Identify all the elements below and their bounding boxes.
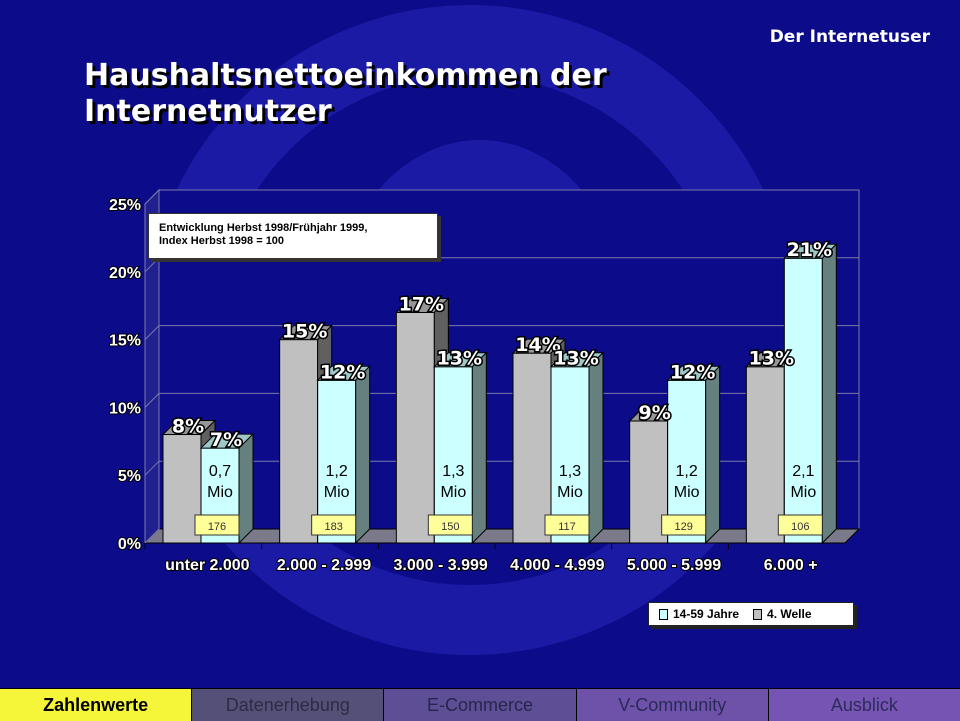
bar-inner-label: Mio [207, 484, 233, 501]
bar-welle [395, 311, 435, 544]
bar-value-label: 13% [437, 348, 482, 370]
bar-value-label: 12% [670, 361, 715, 383]
bar-inner-label: Mio [324, 484, 350, 501]
legend-item-14-59: 14-59 Jahre [659, 607, 739, 621]
x-category-label: 4.000 - 4.999 [510, 557, 604, 574]
bar-inner-label: Mio [674, 484, 700, 501]
bar-14-59 [550, 366, 590, 544]
index-value: 176 [208, 521, 226, 533]
bar-value-label: 13% [553, 348, 598, 370]
legend-swatch-cyan [659, 608, 668, 620]
bar-inner-label: 1,2 [326, 463, 348, 480]
gridline [144, 460, 859, 476]
bar-14-59-side [588, 351, 604, 545]
bar-value-label: 7% [210, 429, 242, 451]
index-box [427, 514, 473, 536]
gridline [144, 325, 859, 340]
bar-value-label: 12% [320, 361, 365, 383]
bar-inner-label: Mio [440, 484, 466, 501]
chart-legend: 14-59 Jahre 4. Welle [648, 602, 854, 626]
bottom-navigation: Zahlenwerte Datenerhebung E-Commerce V-C… [0, 688, 960, 721]
bar-welle [512, 352, 552, 544]
bar-14-59 [783, 257, 823, 544]
bar-value-label: 21% [787, 239, 832, 261]
index-box [661, 514, 707, 536]
legend-swatch-gray [753, 608, 763, 620]
index-box [777, 514, 823, 536]
bar-value-label: 17% [399, 293, 444, 315]
x-category-label: 6.000 + [764, 557, 818, 574]
bar-value-label: 13% [749, 348, 794, 370]
y-tick-label: 5% [118, 468, 141, 485]
bar-14-59-side [705, 365, 721, 545]
bar-welle [279, 339, 319, 544]
index-value: 183 [324, 521, 342, 533]
gridline [144, 189, 859, 205]
chart-note: Entwicklung Herbst 1998/Frühjahr 1999, I… [148, 213, 438, 259]
x-category-label: 3.000 - 3.999 [394, 557, 488, 574]
index-value: 150 [441, 521, 459, 533]
bar-inner-label: 1,2 [676, 463, 698, 480]
bar-14-59-side [355, 365, 371, 545]
page-title: Haushaltsnettoeinkommen der Internetnutz… [84, 58, 724, 130]
index-value: 117 [558, 521, 576, 533]
x-category-label: unter 2.000 [165, 557, 250, 574]
legend-label: 14-59 Jahre [673, 607, 740, 621]
tab-ausblick[interactable]: Ausblick [768, 689, 960, 721]
legend-item-welle: 4. Welle [753, 607, 812, 621]
tab-e-commerce[interactable]: E-Commerce [384, 689, 577, 721]
legend-label: 4. Welle [767, 607, 812, 621]
bar-welle [745, 366, 785, 544]
bar-14-59-side [238, 432, 254, 545]
note-line-2: Index Herbst 1998 = 100 [159, 235, 285, 247]
index-value: 129 [674, 521, 692, 533]
y-tick-label: 25% [109, 197, 141, 214]
bar-inner-label: 1,3 [559, 463, 581, 480]
index-box [311, 514, 357, 536]
bar-inner-label: 0,7 [209, 463, 231, 480]
y-tick-label: 15% [109, 333, 141, 350]
y-tick-label: 20% [109, 265, 141, 282]
title-line-1: Haushaltsnettoeinkommen der [84, 58, 607, 93]
index-value: 106 [791, 521, 809, 533]
tab-zahlenwerte[interactable]: Zahlenwerte [0, 689, 193, 721]
x-category-label: 2.000 - 2.999 [277, 557, 371, 574]
bar-inner-label: 2,1 [792, 463, 814, 480]
bar-14-59-side [821, 243, 837, 545]
title-line-2: Internetnutzer [84, 94, 332, 129]
tab-datenerhebung[interactable]: Datenerhebung [192, 689, 385, 721]
bar-value-label: 9% [639, 402, 671, 424]
x-category-label: 5.000 - 5.999 [627, 557, 721, 574]
bar-value-label: 14% [515, 334, 560, 356]
y-tick-label: 10% [109, 400, 141, 417]
index-box [544, 514, 590, 536]
note-line-1: Entwicklung Herbst 1998/Frühjahr 1999, [159, 222, 368, 234]
tab-v-community[interactable]: V-Community [576, 689, 769, 721]
bar-value-label: 15% [282, 321, 327, 343]
gridline [144, 392, 859, 408]
bar-inner-label: Mio [790, 484, 816, 501]
bar-value-label: 8% [172, 416, 204, 438]
index-box [194, 514, 240, 536]
bar-inner-label: 1,3 [442, 463, 464, 480]
bar-14-59-side [471, 351, 487, 545]
bar-inner-label: Mio [557, 484, 583, 501]
y-tick-label: 0% [118, 536, 141, 553]
section-label: Der Internetuser [769, 27, 930, 47]
